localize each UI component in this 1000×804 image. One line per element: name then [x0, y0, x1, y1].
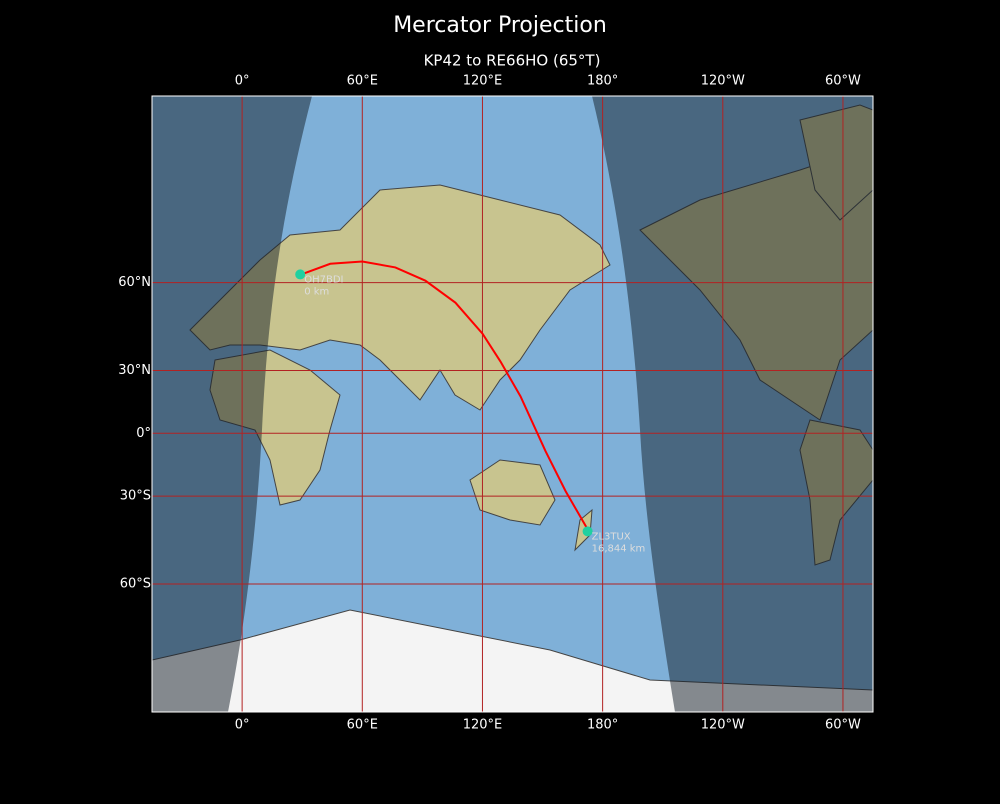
lat-label: 30°N: [118, 363, 151, 378]
graticule: [152, 96, 873, 712]
lon-label-bottom: 180°: [587, 718, 618, 733]
station-distance: 0 km: [304, 286, 329, 297]
lat-label: 30°S: [120, 489, 151, 504]
lon-label-bottom: 60°W: [825, 718, 861, 733]
lon-label-bottom: 60°E: [347, 718, 378, 733]
station-name: OH7BDI: [304, 274, 343, 285]
station-marker: [295, 269, 306, 280]
lon-label-top: 120°E: [463, 74, 503, 89]
lat-label: 0°: [136, 426, 151, 441]
lon-label-bottom: 120°W: [701, 718, 745, 733]
station-name: ZL3TUX: [592, 531, 631, 542]
map-frame: [151, 95, 874, 713]
lon-label-top: 60°W: [825, 74, 861, 89]
great-circle-path: [299, 260, 590, 532]
subtitle: KP42 to RE66HO (65°T): [424, 52, 601, 70]
lon-label-bottom: 120°E: [463, 718, 503, 733]
lon-label-bottom: 0°: [235, 718, 250, 733]
lon-label-top: 120°W: [701, 74, 745, 89]
station-distance: 16,844 km: [592, 543, 646, 554]
australia: [469, 459, 556, 526]
lon-label-top: 0°: [235, 74, 250, 89]
station-marker: [582, 526, 593, 537]
lon-label-top: 60°E: [347, 74, 378, 89]
lon-label-top: 180°: [587, 74, 618, 89]
lat-label: 60°S: [120, 576, 151, 591]
night-east: [592, 96, 873, 712]
title: Mercator Projection: [393, 13, 607, 38]
lat-label: 60°N: [118, 275, 151, 290]
labels: 0° 0° 60°E 60°E 120°E 120°E 180° 180° 120°W 120°W…: [118, 74, 861, 733]
night-west: [152, 96, 312, 712]
